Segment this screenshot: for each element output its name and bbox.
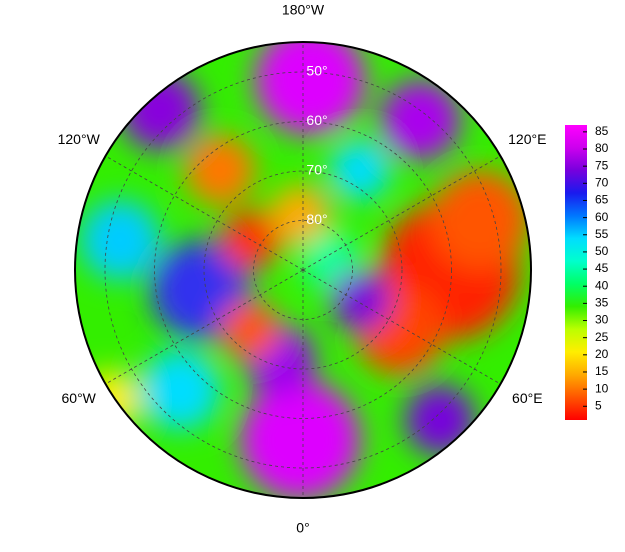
colorbar-tick-label: 10 bbox=[595, 381, 609, 395]
latitude-label: 50° bbox=[306, 63, 327, 79]
colorbar-ramp bbox=[565, 125, 587, 420]
longitude-label: 120°E bbox=[508, 131, 546, 147]
colorbar: 5 10 15 20 25 30 35 40 45 50 55 60 65 70 75 80 85 bbox=[565, 124, 609, 420]
latitude-label: 70° bbox=[306, 162, 327, 178]
meridian bbox=[302, 155, 501, 271]
longitude-label: 120°W bbox=[58, 131, 101, 147]
graticule bbox=[104, 42, 502, 498]
latitude-circle bbox=[154, 121, 452, 419]
colorbar-tick-label: 75 bbox=[595, 158, 609, 172]
colorbar-tick-label: 55 bbox=[595, 227, 609, 241]
latitude-circle bbox=[253, 220, 353, 320]
colorbar-tick-label: 30 bbox=[595, 313, 609, 327]
map-boundary bbox=[74, 41, 532, 499]
latitude-label: 80° bbox=[306, 211, 327, 227]
longitude-label: 0° bbox=[296, 520, 309, 536]
axis-labels: 50° 60° 70° 80° 180°W 120°W 60°W 0° 60°E 120°E bbox=[58, 2, 547, 536]
colorbar-tick-label: 20 bbox=[595, 347, 609, 361]
colorbar-tick-label: 70 bbox=[595, 175, 609, 189]
colorbar-tick-label: 35 bbox=[595, 296, 609, 310]
meridian bbox=[302, 269, 501, 385]
colorbar-tick-label: 65 bbox=[595, 193, 609, 207]
meridian bbox=[105, 155, 304, 271]
longitude-label: 60°W bbox=[62, 390, 97, 406]
colorbar-tick-label: 5 bbox=[595, 398, 602, 412]
colorbar-tick-label: 80 bbox=[595, 141, 609, 155]
latitude-label: 60° bbox=[306, 112, 327, 128]
colorbar-tick-label: 60 bbox=[595, 210, 609, 224]
colorbar-tick-label: 45 bbox=[595, 261, 609, 275]
longitude-label: 180°W bbox=[282, 2, 325, 18]
longitude-label: 60°E bbox=[512, 390, 543, 406]
colorbar-tick-label: 50 bbox=[595, 244, 609, 258]
colorbar-tick-label: 85 bbox=[595, 124, 609, 138]
colorbar-tick-label: 15 bbox=[595, 364, 609, 378]
colorbar-tick-label: 25 bbox=[595, 330, 609, 344]
meridian bbox=[105, 269, 304, 385]
latitude-circle bbox=[203, 170, 403, 370]
colorbar-tick-label: 40 bbox=[595, 278, 609, 292]
